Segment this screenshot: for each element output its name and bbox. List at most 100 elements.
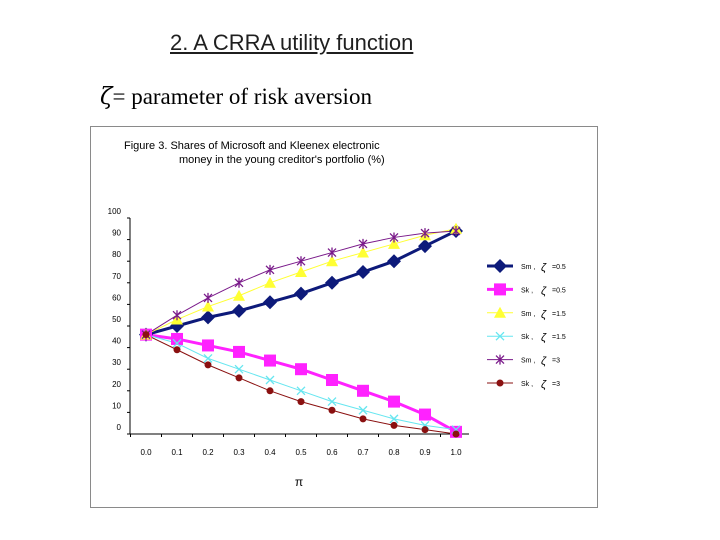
y-tick-label: 100 [108,207,122,216]
chart-title-line1: Figure 3. Shares of Microsoft and Kleene… [124,140,380,152]
y-tick-label: 50 [112,315,121,324]
legend-marker-0 [493,259,507,273]
chart-title-line2: money in the young creditor's portfolio … [179,154,385,166]
series-4-point [234,277,244,288]
series-3-point [389,414,399,424]
series-5-point [359,415,367,423]
x-tick-label: 0.5 [295,448,307,457]
series-0-point [294,286,308,301]
legend-zeta-0: ζ [541,262,547,274]
legend-zeta-3: ζ [541,332,547,344]
legend-label-5: Sk , [521,381,533,388]
series-5-point [204,361,212,369]
legend-label-0: Sm , [521,264,535,271]
y-tick-label: 30 [112,358,121,367]
series-5-point [142,331,150,339]
series-2-point [202,300,214,312]
series-1-point [357,384,369,397]
y-tick-label: 80 [112,250,121,259]
series-1-point [171,332,183,345]
y-tick-label: 60 [112,293,121,302]
y-tick-label: 90 [112,229,121,238]
x-tick-label: 0.0 [140,448,152,457]
x-ticks: 0.0 0.1 0.2 0.3 0.4 0.5 0.6 0.7 0.8 0.9 1.0 [130,434,462,457]
legend-zeta-1: ζ [541,285,547,297]
series-5-point [297,398,305,406]
series-0-point [356,265,370,279]
y-tick-label: 40 [112,337,121,346]
series-2-point [233,289,245,301]
x-axis-label: π [295,475,303,489]
series-0-point [325,275,339,290]
series-3-point [296,386,306,396]
series-4-point [265,264,275,275]
chart-figure: Figure 3. Shares of Microsoft and Kleene… [108,140,566,489]
series-1-point [233,345,245,358]
x-tick-label: 0.1 [171,448,183,457]
legend-zeta-value-0: =0.5 [552,264,566,271]
x-tick-label: 0.6 [326,448,338,457]
legend-zeta-value-5: =3 [552,381,560,388]
legend-marker-5 [496,379,504,387]
series-3-point [358,405,368,415]
legend-zeta-value-2: =1.5 [552,311,566,318]
series-4-point [327,247,337,258]
series-4-point [203,292,213,303]
series-2-point [357,246,369,258]
series-line-0 [145,229,457,337]
series-1-point [202,339,214,352]
series-3-point [172,338,182,348]
legend-zeta-4: ζ [541,356,547,368]
subtitle-text: = parameter of risk aversion [112,84,372,109]
series-5-point [390,421,398,429]
series-markers [139,222,463,438]
x-tick-label: 0.8 [388,448,400,457]
series-1-point [326,374,338,386]
x-tick-label: 0.3 [233,448,245,457]
y-tick-label: 20 [112,380,121,389]
series-0-point [263,295,277,310]
legend: Sm , ζ =0.5 Sk , ζ =0.5 Sm , ζ =1.5 Sk , ζ =1.5 Sm ,… [487,259,566,391]
legend-zeta-value-1: =0.5 [552,287,566,294]
series-0-point [418,239,432,254]
legend-marker-3 [495,331,505,341]
legend-marker-1 [494,283,506,296]
series-4-point [172,310,182,321]
y-tick-label: 10 [112,401,121,410]
series-4-point [358,238,368,249]
y-tick-label: 70 [112,272,121,281]
series-5-point [266,387,274,395]
zeta-symbol: ζ [100,84,113,110]
x-tick-label: 1.0 [450,448,462,457]
series-4-point [451,225,461,236]
x-tick-label: 0.9 [419,448,431,457]
x-tick-label: 0.7 [357,448,369,457]
series-3-point [265,375,275,385]
legend-label-4: Sm , [521,358,535,365]
y-ticks: 0 10 20 30 40 50 60 70 80 90 100 [108,207,130,435]
series-0-point [387,254,401,269]
series-line-4 [145,230,457,336]
series-5-point [452,430,460,438]
x-tick-label: 0.4 [264,448,276,457]
series-2-point [295,266,307,277]
legend-marker-4 [495,354,505,365]
legend-zeta-2: ζ [541,309,547,321]
series-4-point [389,232,399,243]
series-4-point [296,256,306,267]
legend-marker-2 [494,306,506,318]
slide-subtitle: ζ= parameter of risk aversion [100,84,372,110]
series-2-point [326,255,338,267]
x-tick-label: 0.2 [202,448,214,457]
legend-zeta-value-4: =3 [552,358,560,365]
series-line-2 [145,228,457,336]
y-tick-label: 0 [117,423,122,432]
slide-title: 2. A CRRA utility function [170,30,414,55]
series-2-point [264,276,276,288]
series-5-point [173,346,181,354]
series-0-point [232,303,246,318]
chart-frame: Figure 3. Shares of Microsoft and Kleene… [90,126,598,508]
legend-zeta-5: ζ [541,379,547,391]
series-3-point [327,397,337,407]
series-line-5 [145,334,457,435]
